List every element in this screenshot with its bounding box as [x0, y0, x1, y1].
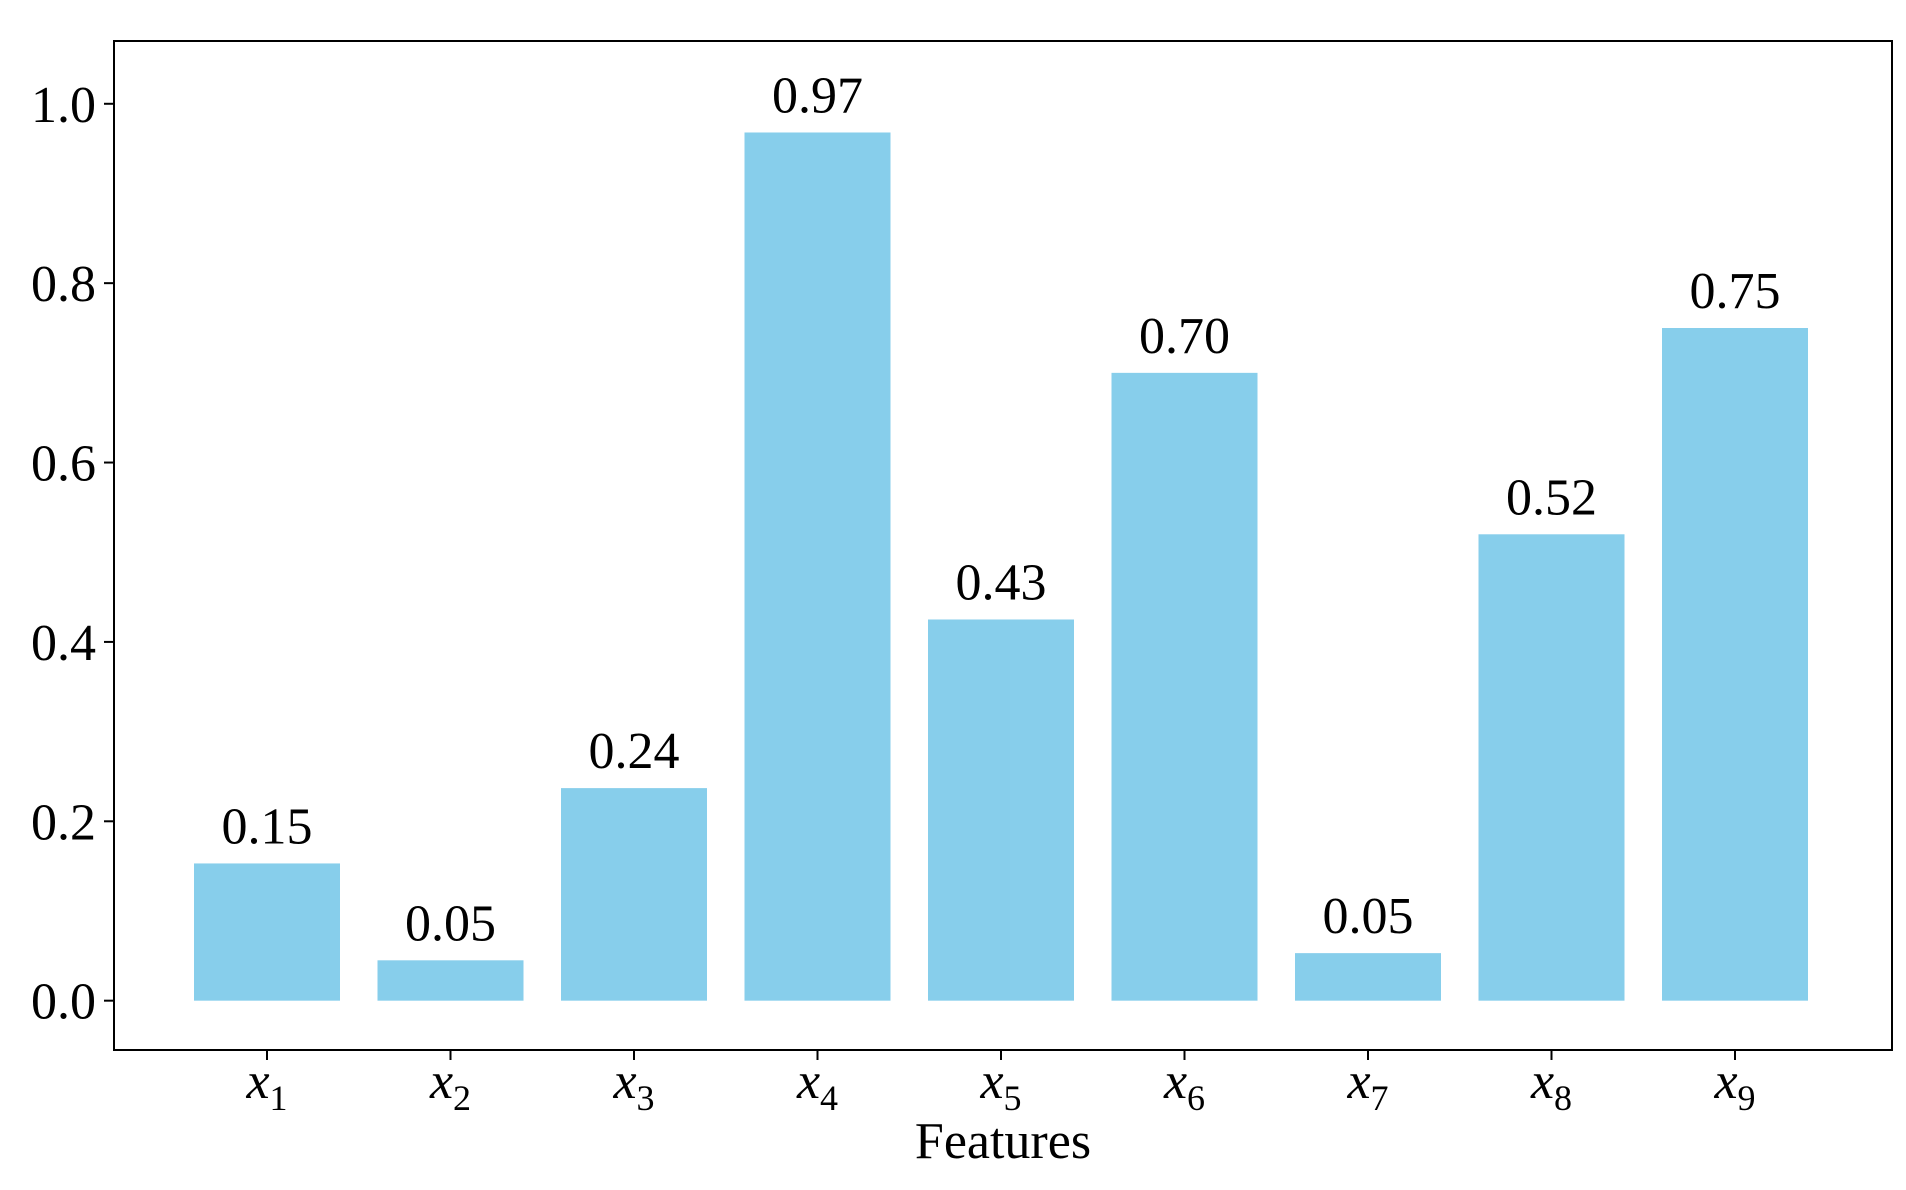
- bar-x9: [1662, 328, 1808, 1001]
- value-label-x5: 0.43: [956, 554, 1047, 611]
- x-tick-label-x3: x3: [612, 1053, 654, 1118]
- value-label-x4: 0.97: [772, 67, 863, 124]
- y-axis: 0.0 0.2 0.4 0.6 0.8 1.0: [31, 77, 114, 1031]
- value-label-x2: 0.05: [405, 895, 496, 952]
- x-tick-label-x5: x5: [979, 1053, 1021, 1118]
- x-tick-label-x2: x2: [429, 1053, 471, 1118]
- y-tick-label-0.8: 0.8: [31, 256, 96, 313]
- x-tick-label-x4: x4: [796, 1053, 838, 1118]
- x-axis-title: Features: [915, 1113, 1091, 1170]
- bar-x8: [1478, 534, 1625, 1001]
- x-tick-label-x9: x9: [1713, 1053, 1755, 1118]
- value-label-x3: 0.24: [589, 723, 680, 780]
- x-tick-label-x8: x8: [1530, 1053, 1572, 1118]
- y-tick-label-0.2: 0.2: [31, 794, 96, 851]
- x-axis: x1 x2 x3 x4 x5 x6 x7 x8 x9: [245, 1050, 1756, 1118]
- bar-x2: [377, 960, 524, 1001]
- value-label-x1: 0.15: [222, 798, 313, 855]
- bars: [194, 132, 1808, 1001]
- value-label-x9: 0.75: [1690, 263, 1781, 320]
- y-tick-label-0.4: 0.4: [31, 615, 96, 672]
- y-tick-label-1.0: 1.0: [31, 77, 96, 134]
- value-label-x8: 0.52: [1506, 469, 1597, 526]
- value-labels: 0.15 0.05 0.24 0.97 0.43 0.70 0.05 0.52 0.75: [222, 67, 1781, 952]
- bar-x5: [928, 619, 1074, 1001]
- y-tick-label-0.0: 0.0: [31, 974, 96, 1031]
- plot-area-frame: [113, 40, 1893, 1051]
- x-tick-label-x6: x6: [1163, 1053, 1205, 1118]
- bar-x3: [561, 788, 707, 1001]
- x-tick-label-x7: x7: [1346, 1053, 1388, 1118]
- y-tick-label-0.6: 0.6: [31, 436, 96, 493]
- value-label-x7: 0.05: [1323, 888, 1414, 945]
- value-label-x6: 0.70: [1139, 308, 1230, 365]
- bar-x1: [194, 863, 340, 1001]
- bar-x4: [744, 132, 891, 1001]
- bar-x7: [1295, 953, 1441, 1001]
- bar-x6: [1111, 372, 1258, 1001]
- x-tick-label-x1: x1: [245, 1053, 287, 1118]
